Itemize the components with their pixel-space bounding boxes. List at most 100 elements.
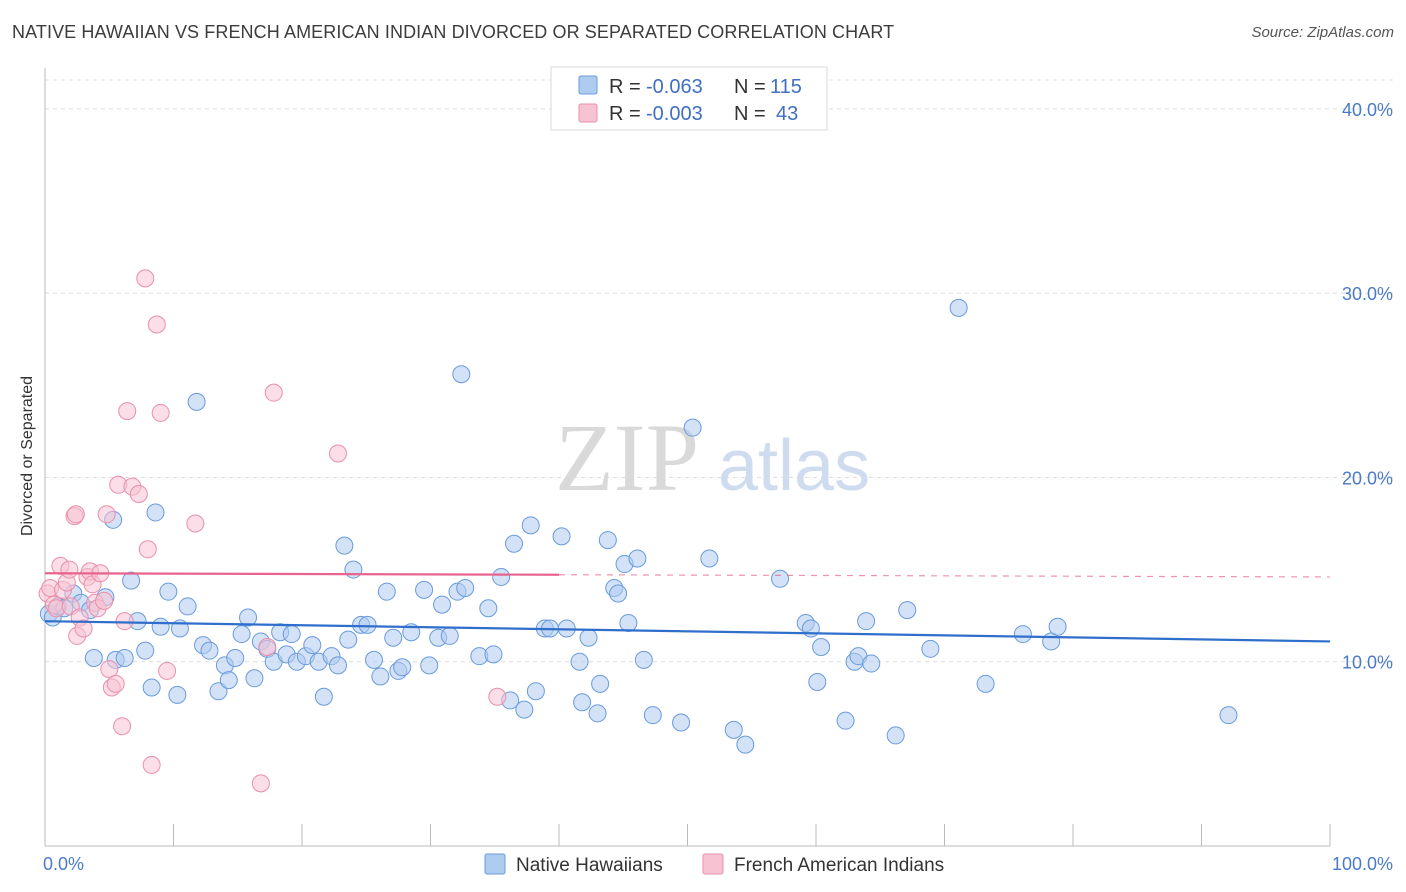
bottom-legend: Native Hawaiians French American Indians <box>484 853 944 876</box>
data-point <box>118 402 137 421</box>
data-point <box>142 755 161 774</box>
legend-n-value: 115 <box>770 76 802 98</box>
watermark-atlas: atlas <box>718 426 870 506</box>
data-point <box>1048 617 1067 636</box>
data-point <box>643 706 662 725</box>
data-point <box>282 625 301 644</box>
data-point <box>672 713 691 732</box>
data-point <box>339 630 358 649</box>
data-point <box>129 485 148 504</box>
y-tick-label: 10.0% <box>1342 653 1393 673</box>
data-point <box>1013 625 1032 644</box>
data-point <box>264 383 283 402</box>
data-point <box>113 717 132 736</box>
data-point <box>328 444 347 463</box>
data-point <box>771 569 790 588</box>
x-tick-label: 100.0% <box>1332 854 1393 874</box>
legend: R = -0.063 N = 115 R = -0.003 N = 43 <box>550 66 828 131</box>
data-point <box>344 560 363 579</box>
tick-labels: 10.0% 20.0% 30.0% 40.0% 0.0% 100.0% <box>43 100 1393 874</box>
data-point <box>808 672 827 691</box>
data-point <box>634 650 653 669</box>
data-point <box>949 298 968 317</box>
data-point <box>147 315 166 334</box>
data-point <box>857 612 876 631</box>
data-point <box>371 667 390 686</box>
data-point <box>168 685 187 704</box>
data-point <box>245 669 264 688</box>
data-point <box>303 636 322 655</box>
data-point <box>251 774 270 793</box>
legend-n-value: 43 <box>776 103 798 125</box>
data-point <box>136 269 155 288</box>
legend-r-value: -0.063 <box>646 76 703 98</box>
data-point <box>115 612 134 631</box>
data-point <box>812 637 831 656</box>
data-point <box>552 527 571 546</box>
data-point <box>836 711 855 730</box>
data-point <box>151 617 170 636</box>
trend-line-native-hawaiians <box>44 620 1331 643</box>
data-point <box>186 514 205 533</box>
data-point <box>159 582 178 601</box>
data-point <box>74 619 93 638</box>
data-point <box>335 536 354 555</box>
y-tick-label: 40.0% <box>1342 100 1393 120</box>
data-point <box>415 580 434 599</box>
data-point <box>619 614 638 633</box>
legend-r-label: R = <box>609 76 641 98</box>
data-point <box>440 626 459 645</box>
data-point <box>314 687 333 706</box>
legend-r-value: -0.003 <box>646 103 703 125</box>
data-point <box>384 628 403 647</box>
data-point <box>158 661 177 680</box>
data-point <box>579 628 598 647</box>
data-point <box>452 365 471 384</box>
data-point <box>84 649 103 668</box>
data-point <box>377 582 396 601</box>
data-point <box>456 579 475 597</box>
data-point <box>570 652 589 671</box>
y-tick-label: 20.0% <box>1342 468 1393 488</box>
data-point <box>591 674 610 693</box>
data-point <box>122 571 141 590</box>
watermark: ZIP atlas <box>555 404 870 511</box>
legend-r-label: R = <box>609 103 641 125</box>
data-point <box>420 656 439 675</box>
data-point <box>724 720 743 739</box>
bottom-legend-label: Native Hawaiians <box>516 855 663 876</box>
data-point <box>358 615 377 634</box>
data-point <box>515 700 534 719</box>
data-point <box>521 516 540 535</box>
chart-title: NATIVE HAWAIIAN VS FRENCH AMERICAN INDIA… <box>12 22 895 42</box>
data-point <box>479 599 498 618</box>
data-point <box>588 704 607 723</box>
data-point <box>95 591 114 610</box>
data-point <box>683 418 702 437</box>
data-point <box>364 650 383 669</box>
bottom-legend-label: French American Indians <box>734 855 944 876</box>
x-tick-label: 0.0% <box>43 854 84 874</box>
data-point <box>106 674 125 693</box>
y-tick-label: 30.0% <box>1342 284 1393 304</box>
data-point <box>151 403 170 422</box>
data-point <box>736 735 755 754</box>
data-point <box>801 619 820 638</box>
series-french-american-indians <box>38 269 507 793</box>
data-point <box>115 649 134 668</box>
trend-line-french-american-indians <box>44 572 560 576</box>
data-point <box>178 597 197 616</box>
legend-swatch-pink <box>578 103 598 123</box>
source-label: Source: ZipAtlas.com <box>1251 24 1394 41</box>
data-point <box>598 531 617 550</box>
data-point <box>433 595 452 614</box>
data-point <box>146 503 165 522</box>
trend-line-french-american-indians-extension <box>558 574 1331 578</box>
data-point <box>573 693 592 712</box>
series-native-hawaiians <box>39 298 1238 754</box>
data-point <box>187 392 206 411</box>
data-point <box>138 540 157 559</box>
data-point <box>232 625 251 644</box>
bottom-legend-swatch-blue <box>484 853 506 875</box>
